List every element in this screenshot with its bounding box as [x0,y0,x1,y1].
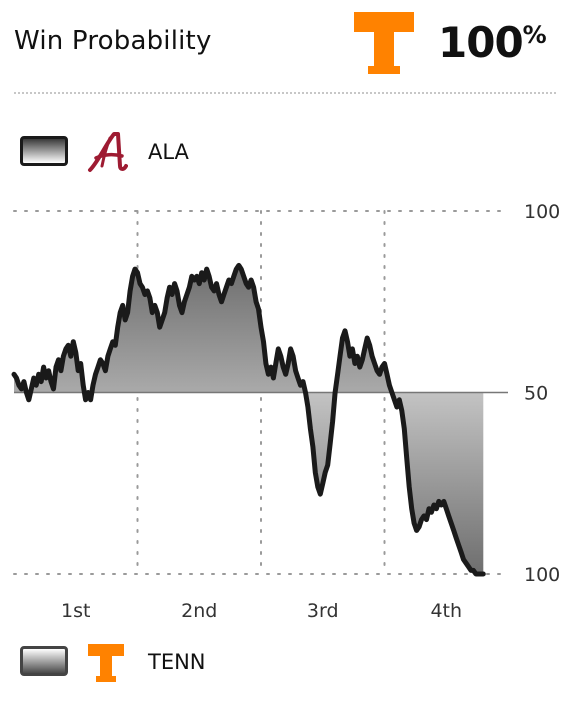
divider [14,92,556,94]
x-tick-label-2: 3rd [307,600,339,622]
win-probability-chart: 100 50 100 1st 2nd 3rd 4th [11,201,560,622]
alabama-logo-icon [88,132,128,172]
win-probability-line [11,262,486,577]
y-tick-label-2: 100 [524,564,560,586]
ala-abbr: ALA [148,140,189,164]
tennessee-small-logo-icon [88,644,124,682]
x-tick-label-1: 2nd [181,600,217,622]
tenn-legend-swatch [20,646,68,676]
percent-symbol: % [522,21,547,49]
x-tick-label-0: 1st [61,600,90,622]
y-tick-label-1: 50 [524,383,548,405]
ala-legend-swatch [20,136,68,166]
chart-title: Win Probability [14,26,212,56]
y-tick-label-0: 100 [524,201,560,223]
header: Win Probability 100% [14,0,556,92]
tenn-probability-area [14,392,484,574]
favorite-win-percent: 100% [438,18,547,67]
tennessee-logo-icon [354,12,414,74]
x-tick-label-3: 4th [430,600,462,622]
tenn-abbr: TENN [148,650,206,674]
